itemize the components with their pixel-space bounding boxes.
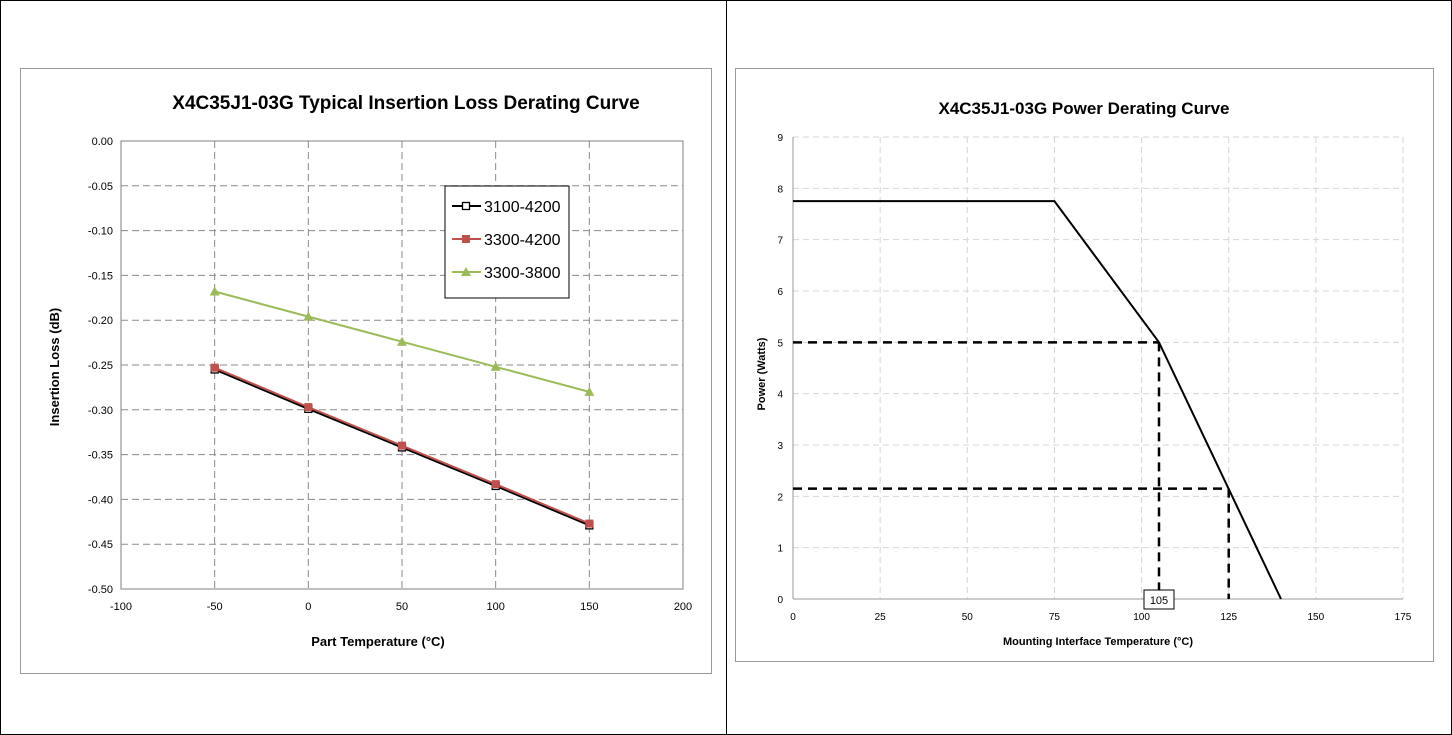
x-tick-label: 150 xyxy=(1308,612,1325,623)
insertion-loss-chart-svg: X4C35J1-03G Typical Insertion Loss Derat… xyxy=(47,93,692,649)
x-tick-label: -100 xyxy=(110,601,132,613)
y-tick-label: 5 xyxy=(777,338,783,349)
data-point xyxy=(304,403,313,412)
y-tick-label: 6 xyxy=(777,287,783,298)
data-point xyxy=(209,286,220,296)
chart-title: X4C35J1-03G Typical Insertion Loss Derat… xyxy=(172,93,639,114)
y-tick-label: 7 xyxy=(777,236,783,247)
x-tick-label: -50 xyxy=(207,601,223,613)
tick-labels: 0 1 2 3 4 5 6 7 8 9 0 25 50 75 100 125 150 175 xyxy=(777,133,1411,623)
x-axis-label: Part Temperature (°C) xyxy=(311,634,445,649)
annotation-label: 105 xyxy=(1150,595,1168,607)
x-tick-label: 50 xyxy=(962,612,974,623)
data-point xyxy=(491,480,500,489)
data-point xyxy=(397,336,407,346)
data-point xyxy=(584,386,595,396)
x-tick-label: 0 xyxy=(790,612,796,623)
y-tick-label: -0.45 xyxy=(88,539,113,551)
legend-label: 3300-4200 xyxy=(484,232,561,249)
power-derating-chart-svg: X4C35J1-03G Power Derating Curve Mountin… xyxy=(756,99,1412,648)
y-tick-label: 9 xyxy=(777,133,783,144)
y-tick-label: -0.30 xyxy=(88,405,113,417)
chart-title: X4C35J1-03G Power Derating Curve xyxy=(938,99,1229,118)
tick-labels: 0.00 -0.05 -0.10 -0.15 -0.20 -0.25 -0.30 -0.35 -… xyxy=(88,136,692,613)
legend-label: 3300-3800 xyxy=(484,265,561,282)
y-tick-label: -0.25 xyxy=(88,360,113,372)
derating-curve xyxy=(793,200,1282,600)
y-tick-label: 3 xyxy=(777,441,783,452)
x-tick-label: 75 xyxy=(1049,612,1061,623)
x-tick-label: 50 xyxy=(396,601,408,613)
power-derating-chart: X4C35J1-03G Power Derating Curve Mountin… xyxy=(735,68,1434,662)
grid xyxy=(120,140,684,590)
data-point xyxy=(210,363,219,372)
x-axis-label: Mounting Interface Temperature (°C) xyxy=(1003,636,1193,648)
legend: 3100-4200 3300-4200 3300-3800 xyxy=(444,185,570,299)
grid xyxy=(792,136,1404,600)
x-tick-label: 100 xyxy=(1133,612,1150,623)
series xyxy=(793,200,1282,600)
data-point xyxy=(585,519,594,528)
y-axis-label: Insertion Loss (dB) xyxy=(47,308,62,426)
y-tick-label: -0.20 xyxy=(88,315,113,327)
y-tick-label: -0.05 xyxy=(88,181,113,193)
data-point xyxy=(303,311,314,321)
legend-marker xyxy=(461,201,471,211)
y-tick-label: 0.00 xyxy=(92,136,113,148)
cell-divider xyxy=(726,0,727,735)
y-tick-label: 8 xyxy=(777,184,783,195)
x-tick-label: 125 xyxy=(1220,612,1237,623)
x-tick-label: 100 xyxy=(486,601,504,613)
x-tick-label: 200 xyxy=(674,601,692,613)
insertion-loss-chart: X4C35J1-03G Typical Insertion Loss Derat… xyxy=(20,68,712,674)
y-axis-label: Power (Watts) xyxy=(756,337,768,410)
y-tick-label: -0.10 xyxy=(88,226,113,238)
reference-lines xyxy=(793,341,1230,599)
y-tick-label: -0.40 xyxy=(88,494,113,506)
legend-marker xyxy=(462,235,470,243)
x-tick-label: 150 xyxy=(580,601,598,613)
y-tick-label: 1 xyxy=(777,544,783,555)
y-tick-label: 0 xyxy=(777,595,783,606)
data-point xyxy=(490,361,501,371)
legend-label: 3100-4200 xyxy=(484,199,561,216)
series xyxy=(209,286,595,530)
data-point xyxy=(398,441,406,450)
legend-marker xyxy=(461,267,471,276)
y-tick-label: 4 xyxy=(777,390,783,401)
x-tick-label: 25 xyxy=(875,612,887,623)
x-tick-label: 175 xyxy=(1395,612,1412,623)
y-tick-label: -0.35 xyxy=(88,450,113,462)
y-tick-label: 2 xyxy=(777,492,783,503)
annotation-box xyxy=(1143,589,1175,610)
y-tick-label: -0.15 xyxy=(88,270,113,282)
x-tick-label: 0 xyxy=(305,601,311,613)
annotation: 105 xyxy=(1143,589,1175,610)
y-tick-label: -0.50 xyxy=(88,584,113,596)
